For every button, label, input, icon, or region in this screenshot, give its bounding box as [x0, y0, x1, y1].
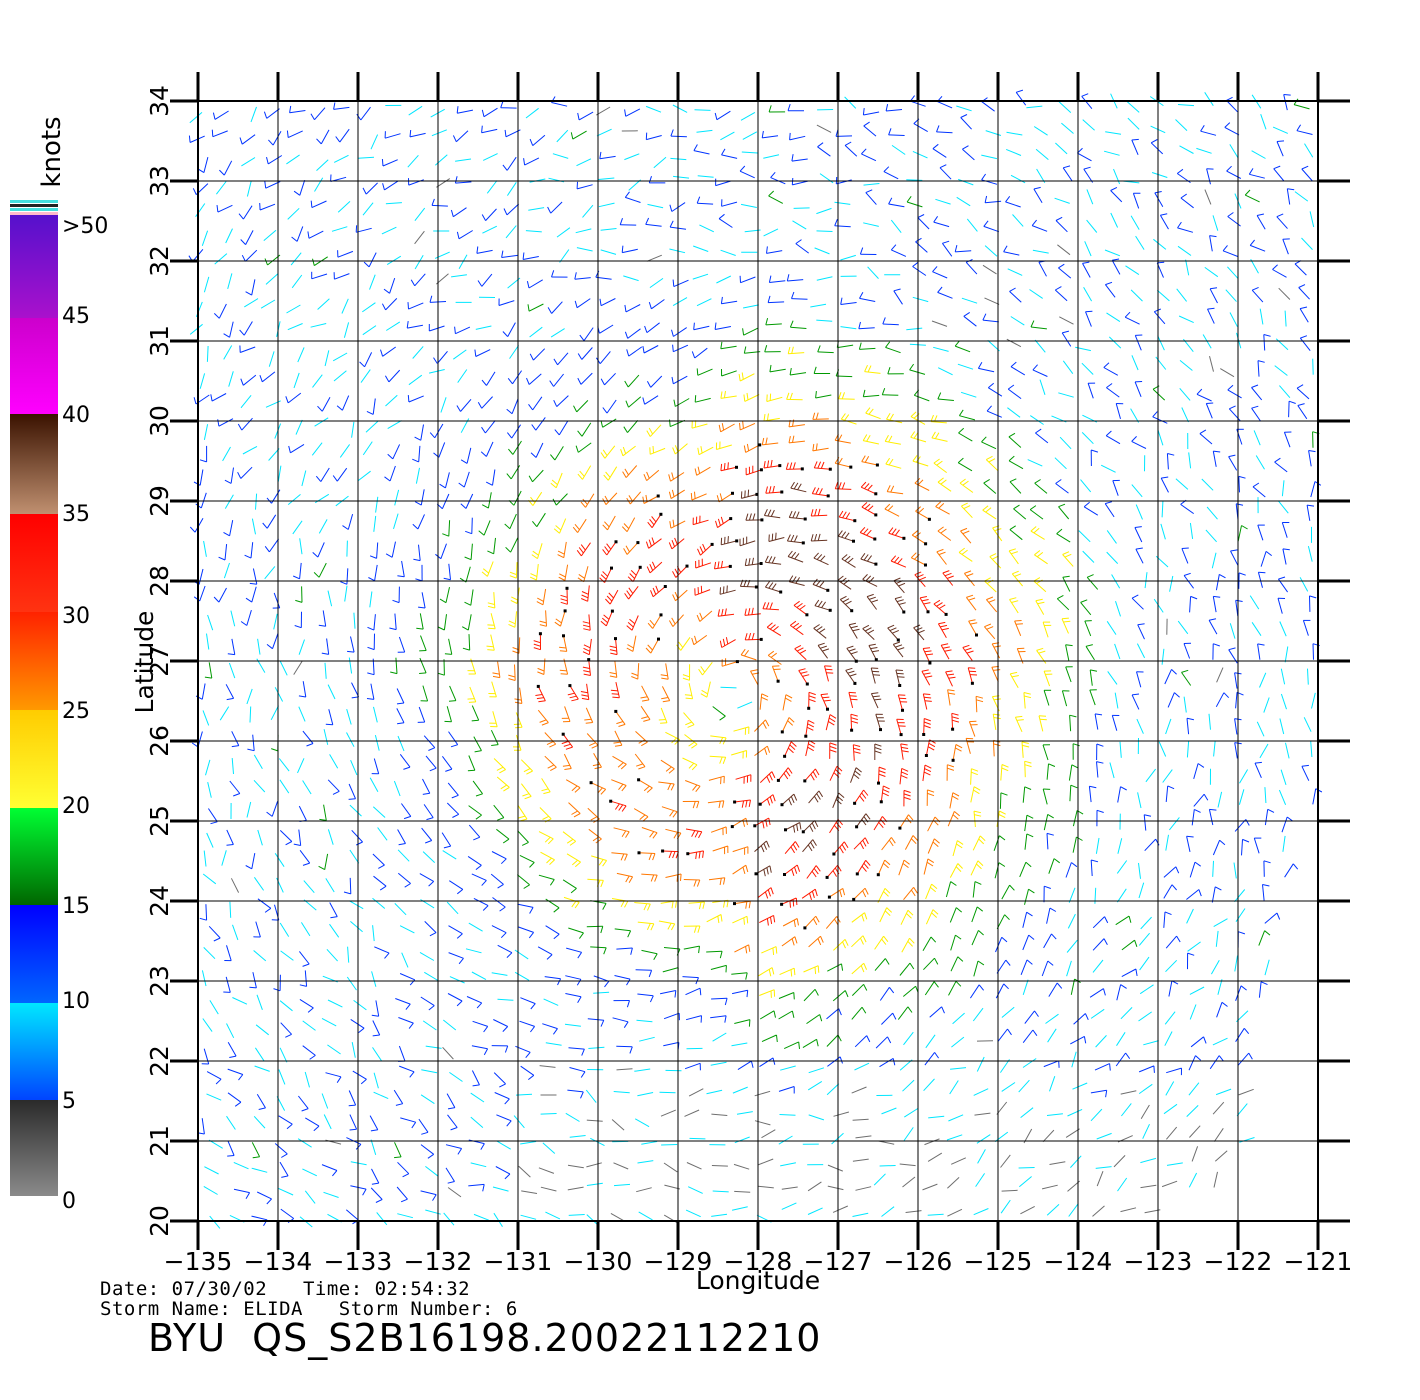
colorbar-cap	[10, 200, 58, 203]
latitude-tick-label: 34	[145, 85, 174, 117]
latitude-tick-label: 32	[145, 245, 174, 277]
colorbar-label: 20	[62, 794, 90, 819]
latitude-tick-label: 33	[145, 165, 174, 197]
colorbar-band	[10, 215, 58, 318]
colorbar-cap	[10, 204, 58, 207]
colorbar-label: 30	[62, 604, 90, 629]
longitude-tick-label: −129	[644, 1247, 713, 1276]
colorbar-band	[10, 710, 58, 808]
colorbar-label: >50	[62, 214, 108, 239]
longitude-tick-label: −122	[1204, 1247, 1273, 1276]
colorbar-band	[10, 808, 58, 905]
latitude-tick-label: 28	[145, 565, 174, 597]
observation-date-time: Date: 07/30/02 Time: 02:54:32	[100, 1278, 471, 1300]
colorbar-label: 45	[62, 304, 90, 329]
colorbar-cap	[10, 212, 58, 215]
colorbar-band	[10, 414, 58, 514]
longitude-tick-label: −134	[244, 1247, 313, 1276]
latitude-tick-label: 25	[145, 805, 174, 837]
latitude-tick-label: 22	[145, 1045, 174, 1077]
colorbar-cap	[10, 208, 58, 211]
wind-barbs-layer	[188, 89, 1323, 1229]
colorbar-band	[10, 514, 58, 612]
latitude-tick-label: 24	[145, 885, 174, 917]
colorbar-label: 35	[62, 502, 90, 527]
colorbar-band	[10, 612, 58, 710]
longitude-tick-label: −125	[964, 1247, 1033, 1276]
longitude-tick-label: −121	[1284, 1247, 1353, 1276]
lat-lon-grid	[170, 72, 1350, 1250]
x-axis-label: Longitude	[696, 1266, 820, 1295]
longitude-tick-label: −131	[484, 1247, 553, 1276]
colorbar-band	[10, 1100, 58, 1196]
latitude-tick-label: 23	[145, 965, 174, 997]
colorbar-title: knots	[37, 116, 67, 187]
latitude-tick-label: 27	[145, 645, 174, 677]
latitude-tick-label: 29	[145, 485, 174, 517]
longitude-tick-label: −130	[564, 1247, 633, 1276]
latitude-tick-label: 20	[145, 1205, 174, 1237]
latitude-tick-label: 30	[145, 405, 174, 437]
longitude-tick-label: −133	[324, 1247, 393, 1276]
latitude-tick-label: 31	[145, 325, 174, 357]
y-axis-label: Latitude	[130, 611, 159, 714]
wind-speed-colorbar: knots >50 45 40 35 30 25 20 15 10 5 0	[10, 116, 108, 1214]
colorbar-labels: >50 45 40 35 30 25 20 15 10 5 0	[62, 214, 108, 1214]
longitude-tick-label: −127	[804, 1247, 873, 1276]
colorbar-label: 5	[62, 1089, 76, 1114]
longitude-tick-label: −124	[1044, 1247, 1113, 1276]
colorbar-label: 40	[62, 403, 90, 428]
longitude-tick-label: −123	[1124, 1247, 1193, 1276]
longitude-tick-label: −132	[404, 1247, 473, 1276]
colorbar-band	[10, 1003, 58, 1100]
longitude-tick-label: −126	[884, 1247, 953, 1276]
colorbar-label: 0	[62, 1189, 76, 1214]
colorbar-band	[10, 905, 58, 1003]
latitude-tick-labels: 20 21 22 23 24 25 26 27 28 29 30 31 32 33 34	[145, 85, 174, 1237]
colorbar-label: 15	[62, 894, 90, 919]
colorbar-label: 10	[62, 989, 90, 1014]
latitude-tick-label: 21	[145, 1125, 174, 1157]
latitude-tick-label: 26	[145, 725, 174, 757]
colorbar-bands	[10, 200, 58, 1196]
longitude-tick-labels: −135 −134 −133 −132 −131 −130 −129 −128 −127 −126…	[164, 1247, 1353, 1276]
longitude-tick-label: −135	[164, 1247, 233, 1276]
colorbar-band	[10, 318, 58, 414]
storm-name-number: Storm Name: ELIDA Storm Number: 6	[100, 1298, 518, 1320]
longitude-tick-label: −128	[724, 1247, 793, 1276]
colorbar-label: 25	[62, 699, 90, 724]
product-identifier: BYU QS_S2B16198.20022112210	[148, 1316, 822, 1360]
